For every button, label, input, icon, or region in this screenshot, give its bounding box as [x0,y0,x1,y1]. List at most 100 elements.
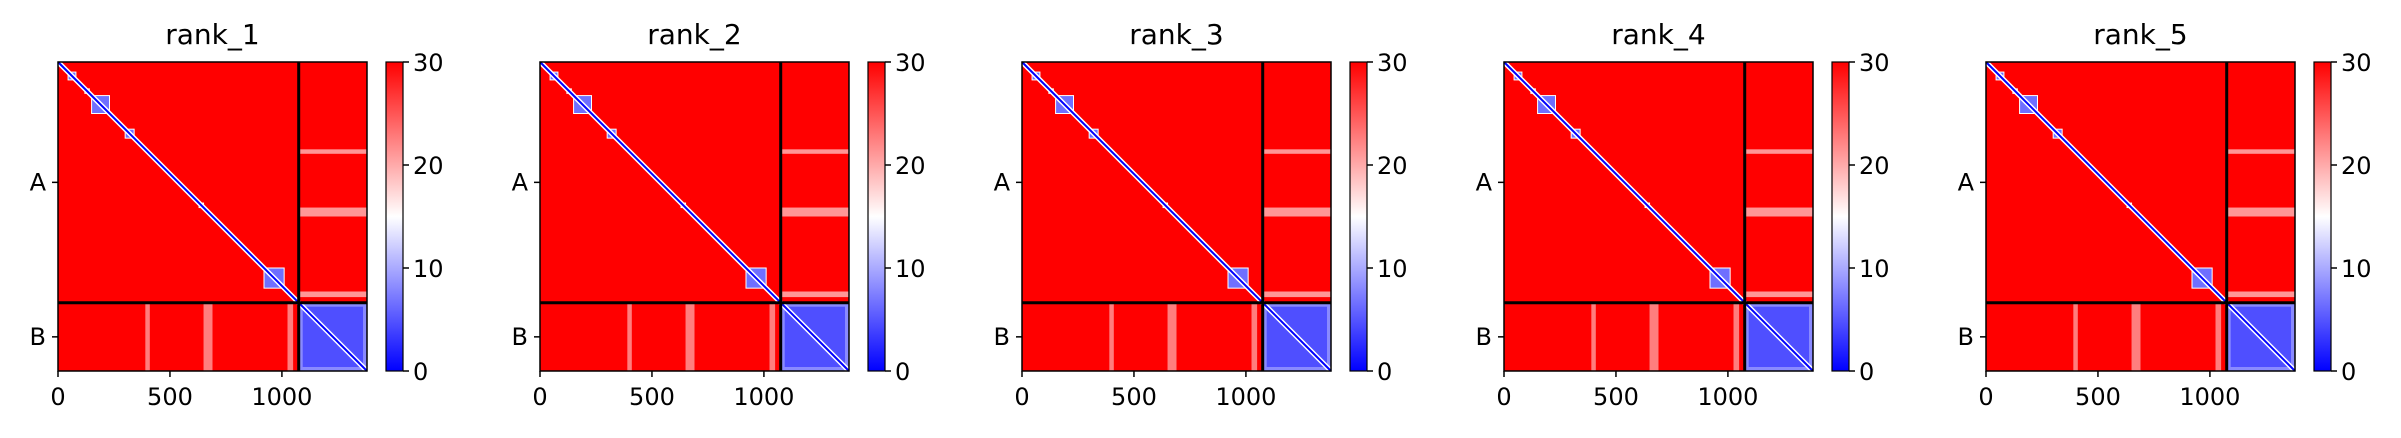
colorbar [2313,61,2332,372]
inter-chain-band [1733,302,1740,371]
inter-chain-band [685,302,695,371]
inter-chain-band [1251,302,1258,371]
inter-chain-band [1744,149,1813,154]
chain-label: A [30,168,47,196]
colorbar-tick-label: 30 [895,49,926,77]
inter-chain-band [298,207,367,217]
axes-frame [539,61,850,372]
inter-chain-band [1744,291,1813,298]
inter-chain-band [203,302,213,371]
colorbar-tick-label: 30 [413,49,444,77]
colorbar [1349,61,1368,372]
colorbar-tick-label: 20 [1859,152,1890,180]
x-tick-label: 500 [147,383,193,411]
colorbar-tick-label: 20 [2341,152,2372,180]
panel-title: rank_5 [2093,18,2187,51]
colorbar-tick-label: 20 [413,152,444,180]
x-tick-label: 1000 [251,383,312,411]
x-tick-label: 0 [1014,383,1029,411]
colorbar-tick-label: 0 [1859,358,1874,386]
panel-title: rank_1 [165,18,259,51]
colorbar-tick-label: 20 [895,152,926,180]
colorbar-tick-label: 0 [895,358,910,386]
chain-label: A [1476,168,1493,196]
x-tick-label: 500 [2075,383,2121,411]
inter-chain-band [1167,302,1177,371]
colorbar-tick-label: 10 [413,255,444,283]
chain-label: B [1958,323,1974,351]
chain-label: B [30,323,46,351]
inter-chain-band [2226,149,2295,154]
colorbar-tick-label: 10 [895,255,926,283]
colorbar [1831,61,1850,372]
colorbar [385,61,404,372]
panel-rank-1: rank_1 0 500 1000 A B 0 10 20 30 [30,18,444,411]
x-tick-label: 1000 [1215,383,1276,411]
x-tick-label: 500 [1111,383,1157,411]
axes-frame [1985,61,2296,372]
diagonal-line [539,61,850,372]
x-tick-label: 0 [1978,383,1993,411]
chain-label: B [512,323,528,351]
inter-chain-band [2226,207,2295,217]
x-tick-label: 0 [50,383,65,411]
chain-label: B [1476,323,1492,351]
chain-label: A [994,168,1011,196]
inter-chain-band [2131,302,2141,371]
colorbar-tick-label: 10 [1859,255,1890,283]
axes-frame [57,61,368,372]
colorbar-tick-label: 20 [1377,152,1408,180]
x-tick-label: 0 [1496,383,1511,411]
inter-chain-band [287,302,294,371]
inter-chain-band [780,207,849,217]
inter-chain-band [2215,302,2222,371]
x-tick-label: 500 [1593,383,1639,411]
inter-chain-band [780,291,849,298]
x-tick-label: 500 [629,383,675,411]
axes-frame [1503,61,1814,372]
chain-label: A [512,168,529,196]
panel-rank-4: rank_4 0 500 1000 A B 0 10 20 30 [1476,18,1890,411]
colorbar-tick-label: 10 [1377,255,1408,283]
inter-chain-band [1262,291,1331,298]
colorbar-tick-label: 30 [2341,49,2372,77]
inter-chain-band [145,302,150,371]
chain-label: B [994,323,1010,351]
colorbar-tick-label: 30 [1377,49,1408,77]
colorbar-tick-label: 0 [1377,358,1392,386]
inter-chain-band [1591,302,1596,371]
colorbar-tick-label: 0 [2341,358,2356,386]
inter-chain-band [1262,149,1331,154]
chain-label: A [1958,168,1975,196]
diagonal-line [1985,61,2296,372]
inter-chain-band [1262,207,1331,217]
inter-chain-band [1109,302,1114,371]
diagonal-line [57,61,368,372]
x-tick-label: 0 [532,383,547,411]
colorbar-tick-label: 10 [2341,255,2372,283]
inter-chain-band [2226,291,2295,298]
panel-title: rank_2 [647,18,741,51]
colorbar-tick-label: 30 [1859,49,1890,77]
inter-chain-band [769,302,776,371]
inter-chain-band [1744,207,1813,217]
inter-chain-band [2073,302,2078,371]
inter-chain-band [298,149,367,154]
inter-chain-band [627,302,632,371]
panel-rank-2: rank_2 0 500 1000 A B 0 10 20 30 [512,18,926,411]
panel-title: rank_3 [1129,18,1223,51]
x-tick-label: 1000 [733,383,794,411]
inter-chain-band [780,149,849,154]
diagonal-line [1503,61,1814,372]
diagonal-line [1021,61,1332,372]
inter-chain-band [1649,302,1659,371]
x-tick-label: 1000 [2179,383,2240,411]
axes-frame [1021,61,1332,372]
inter-chain-band [298,291,367,298]
x-tick-label: 1000 [1697,383,1758,411]
panel-rank-5: rank_5 0 500 1000 A B 0 10 20 30 [1958,18,2372,411]
colorbar-tick-label: 0 [413,358,428,386]
panel-rank-3: rank_3 0 500 1000 A B 0 10 20 30 [994,18,1408,411]
colorbar [867,61,886,372]
